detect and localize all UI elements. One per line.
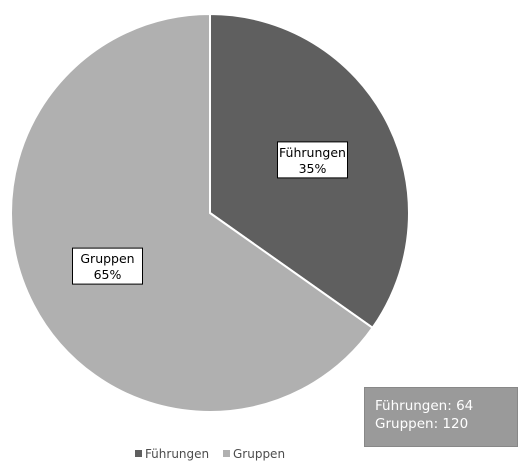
data-label-percent-1: 65% [94, 267, 122, 282]
data-label-name-0: Führungen [279, 145, 346, 160]
legend-swatch-gruppen [222, 450, 230, 457]
legend-item-gruppen: Gruppen [222, 447, 286, 461]
summary-line-gruppen: Gruppen: 120 [375, 416, 469, 432]
data-label-box-1 [72, 247, 143, 285]
legend-label-gruppen: Gruppen [232, 447, 286, 461]
data-label-box-0 [277, 141, 348, 179]
data-label-name-1: Gruppen [80, 251, 134, 266]
pie-slice-1 [10, 12, 374, 413]
legend: Führungen Gruppen [0, 447, 420, 461]
legend-item-fuehrungen: Führungen [134, 447, 210, 461]
summary-box: Führungen: 64 Gruppen: 120 [364, 387, 518, 447]
legend-swatch-fuehrungen [134, 450, 142, 457]
summary-line-fuehrungen: Führungen: 64 [375, 398, 474, 414]
data-label-percent-0: 35% [299, 161, 327, 176]
legend-label-fuehrungen: Führungen [144, 447, 210, 461]
